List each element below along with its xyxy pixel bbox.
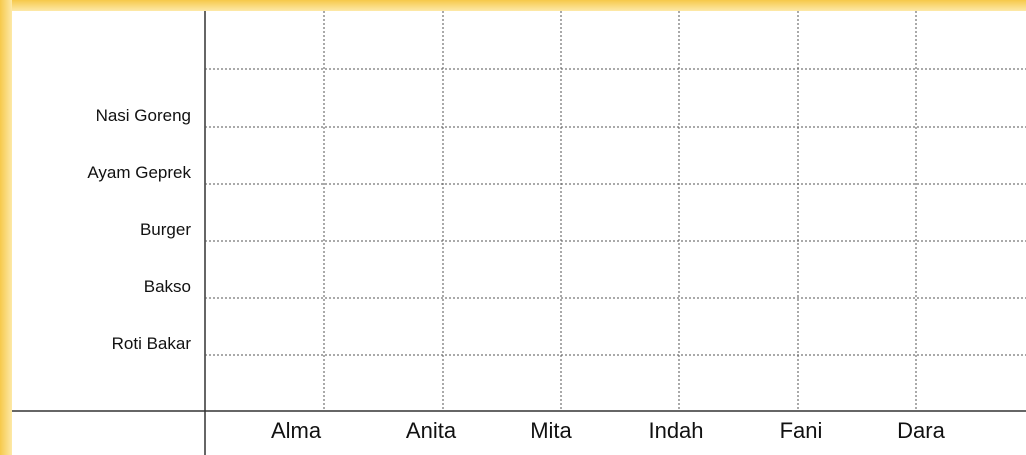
left-border <box>0 0 12 455</box>
column-label: Indah <box>648 418 703 443</box>
column-label: Alma <box>271 418 322 443</box>
column-label: Dara <box>897 418 945 443</box>
column-label: Fani <box>780 418 823 443</box>
top-border <box>0 0 1026 11</box>
row-label: Bakso <box>144 277 191 296</box>
column-label: Anita <box>406 418 457 443</box>
row-label: Ayam Geprek <box>87 163 191 182</box>
row-label: Burger <box>140 220 191 239</box>
row-label: Nasi Goreng <box>96 106 191 125</box>
row-label: Roti Bakar <box>112 334 192 353</box>
column-label: Mita <box>530 418 572 443</box>
